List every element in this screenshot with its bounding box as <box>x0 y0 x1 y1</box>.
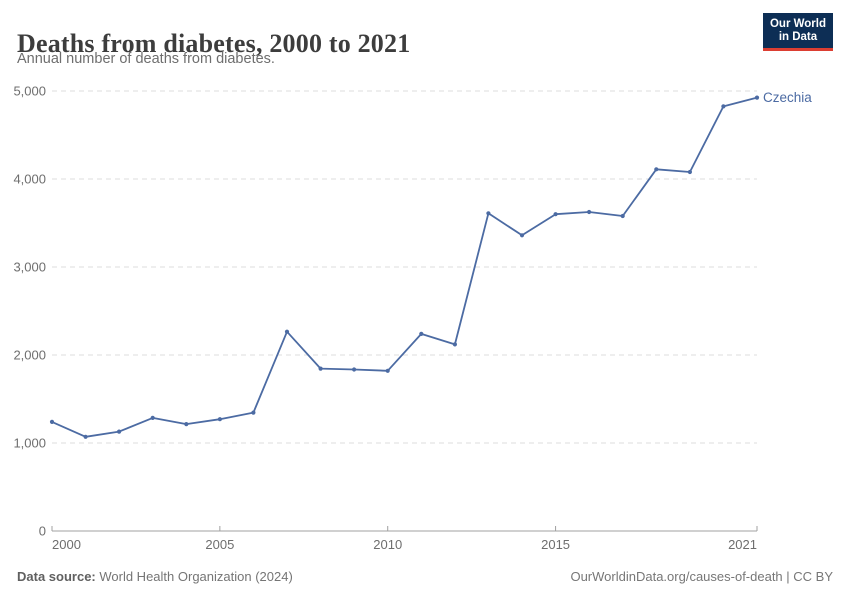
data-point <box>754 95 760 100</box>
data-point <box>385 368 390 373</box>
owid-logo[interactable]: Our World in Data <box>762 13 833 51</box>
x-tick-label: 2015 <box>541 537 570 552</box>
data-point <box>251 410 256 415</box>
chart-area: 0 1,000 2,000 3,000 4,000 5,000 2000 2005 2010 20… <box>0 75 850 560</box>
data-point <box>519 233 525 238</box>
data-point <box>49 419 55 424</box>
data-point <box>318 366 323 371</box>
data-point <box>352 367 357 372</box>
data-point <box>150 415 155 420</box>
page-subtitle: Annual number of deaths from diabetes. <box>17 51 275 67</box>
y-tick-label: 3,000 <box>13 260 46 275</box>
data-point <box>184 422 189 427</box>
data-point <box>419 331 424 336</box>
credit-link[interactable]: OurWorldinData.org/causes-of-death | CC … <box>570 569 833 584</box>
data-point <box>687 169 693 175</box>
data-point <box>117 429 122 434</box>
data-source-note: Data source: World Health Organization (… <box>17 569 293 584</box>
data-point <box>217 417 222 422</box>
y-tick-label: 0 <box>39 524 46 539</box>
page-title: Deaths from diabetes, 2000 to 2021 <box>17 29 411 59</box>
owid-logo-line2: in Data <box>778 31 818 43</box>
data-point <box>452 342 457 347</box>
x-tick-label: 2000 <box>52 537 81 552</box>
data-point <box>284 329 290 334</box>
data-point <box>620 213 625 219</box>
owid-logo-line1: Our World <box>769 18 826 30</box>
y-tick-label: 2,000 <box>13 348 46 363</box>
x-tick-label: 2021 <box>728 537 757 552</box>
x-tick-label: 2010 <box>373 537 402 552</box>
chart-footer: Data source: World Health Organization (… <box>17 569 833 584</box>
y-tick-label: 4,000 <box>13 172 46 187</box>
line-chart[interactable]: 0 1,000 2,000 3,000 4,000 5,000 2000 2005 2010 20… <box>0 75 850 560</box>
x-tick-label: 2005 <box>205 537 234 552</box>
y-tick-label: 5,000 <box>13 84 46 99</box>
data-point <box>654 167 659 172</box>
y-tick-label: 1,000 <box>13 436 46 451</box>
data-source-label: Data source: <box>17 569 96 584</box>
data-point <box>486 211 491 216</box>
data-point <box>587 209 592 215</box>
data-source-value: World Health Organization (2024) <box>95 569 293 584</box>
entity-label: Czechia <box>763 90 812 105</box>
data-point <box>83 434 88 439</box>
data-point <box>721 104 726 109</box>
data-line <box>51 96 758 438</box>
data-point <box>553 212 558 217</box>
